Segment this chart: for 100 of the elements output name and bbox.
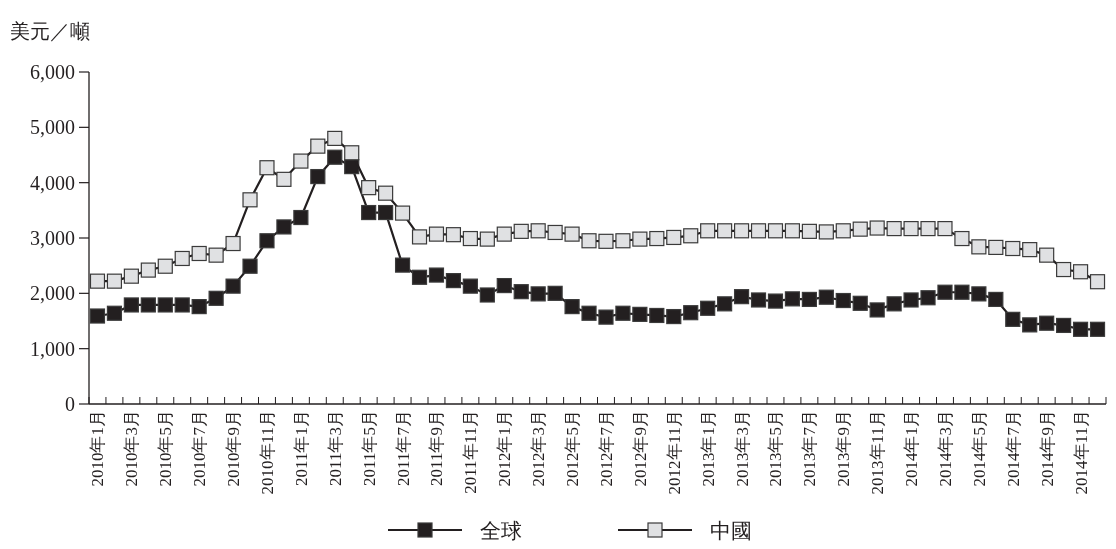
x-tick-label: 2012年5月 <box>563 410 583 487</box>
x-tick-label: 2011年9月 <box>427 410 447 486</box>
x-tick-label: 2010年11月 <box>257 410 277 495</box>
point <box>547 224 563 241</box>
point <box>242 192 258 208</box>
point <box>920 220 936 237</box>
point <box>886 296 902 312</box>
point <box>1089 321 1106 337</box>
point <box>276 171 292 187</box>
point <box>462 278 478 294</box>
point <box>496 226 512 242</box>
point <box>106 273 123 289</box>
x-tick-label: 2011年3月 <box>325 410 345 486</box>
point <box>733 289 750 305</box>
point <box>869 220 885 236</box>
point <box>462 230 478 247</box>
point <box>632 306 648 322</box>
point <box>717 223 733 239</box>
point <box>445 227 462 243</box>
point <box>140 297 156 313</box>
point <box>988 239 1004 256</box>
x-tick-label: 2010年9月 <box>224 410 244 487</box>
x-tick-label: 2014年11月 <box>1071 410 1091 495</box>
point <box>615 233 631 249</box>
point <box>1039 247 1055 263</box>
point <box>564 299 580 315</box>
x-tick-label: 2013年3月 <box>732 410 752 487</box>
point <box>869 302 885 318</box>
point <box>327 130 343 146</box>
point <box>394 205 411 221</box>
y-tick-label: 5,000 <box>30 116 75 139</box>
point <box>428 267 445 283</box>
point <box>89 273 106 289</box>
x-tick-label: 2014年3月 <box>935 410 955 487</box>
point <box>157 297 173 313</box>
point <box>632 231 648 247</box>
point <box>1022 317 1038 333</box>
legend-label: 全球 <box>480 519 522 543</box>
point <box>174 297 190 313</box>
y-axis-title: 美元／噸 <box>10 20 90 42</box>
point <box>835 292 851 309</box>
point <box>361 204 377 221</box>
point <box>598 309 614 325</box>
point <box>666 229 682 246</box>
y-tick-label: 4,000 <box>30 171 75 194</box>
point <box>1039 315 1055 331</box>
point <box>225 235 241 252</box>
point <box>818 289 834 305</box>
x-tick-label: 2014年9月 <box>1037 410 1057 487</box>
x-tick-label: 2012年1月 <box>495 410 515 487</box>
point <box>852 221 868 237</box>
point <box>513 284 529 300</box>
point <box>886 220 902 237</box>
point <box>208 290 224 306</box>
point <box>971 239 987 255</box>
point <box>1072 264 1089 280</box>
x-tick-label: 2012年7月 <box>596 410 616 487</box>
x-tick-label: 2013年9月 <box>834 410 854 487</box>
x-tick-label: 2013年7月 <box>800 410 820 487</box>
point <box>954 230 970 247</box>
point <box>835 223 851 239</box>
point <box>564 226 580 242</box>
point <box>598 233 614 249</box>
point <box>852 295 868 311</box>
point <box>954 284 970 300</box>
point <box>666 308 682 325</box>
point <box>411 269 428 285</box>
point <box>479 287 495 303</box>
point <box>818 224 834 240</box>
point <box>293 153 309 169</box>
point <box>411 229 428 245</box>
x-tick-label: 2012年3月 <box>529 410 549 487</box>
y-tick-label: 6,000 <box>30 61 75 83</box>
x-tick-label: 2011年1月 <box>291 410 311 486</box>
x-tick-label: 2011年5月 <box>359 410 379 486</box>
point <box>191 299 207 315</box>
point <box>649 307 665 324</box>
point <box>123 268 139 284</box>
point <box>344 145 360 161</box>
point <box>750 292 767 308</box>
point <box>683 305 699 321</box>
x-tick-label: 2012年9月 <box>630 410 650 487</box>
point <box>750 223 767 239</box>
x-tick-label: 2011年7月 <box>393 410 413 486</box>
point <box>581 305 597 321</box>
point <box>361 180 377 196</box>
point <box>394 257 411 273</box>
point <box>733 223 750 239</box>
point <box>937 284 953 300</box>
point <box>208 247 224 263</box>
legend-label: 中國 <box>710 519 752 543</box>
point <box>496 277 512 294</box>
point <box>259 233 275 249</box>
y-tick-label: 1,000 <box>30 337 75 360</box>
point <box>428 226 445 242</box>
point <box>581 233 597 249</box>
point <box>106 305 123 321</box>
point <box>700 300 716 316</box>
x-tick-label: 2010年1月 <box>88 410 108 487</box>
point <box>140 262 156 278</box>
